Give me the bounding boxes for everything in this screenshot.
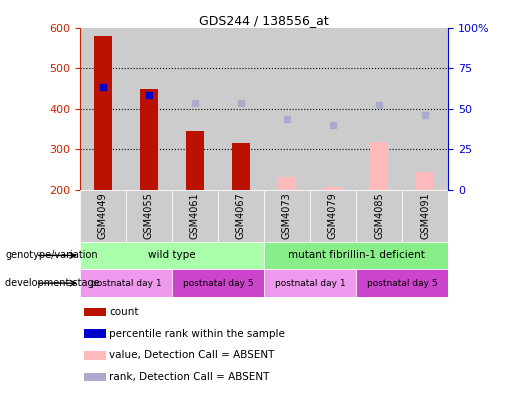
Bar bbox=[402, 28, 448, 190]
Text: GSM4049: GSM4049 bbox=[98, 192, 108, 239]
Bar bbox=[83, 329, 106, 338]
Bar bbox=[264, 190, 310, 242]
Text: postnatal day 1: postnatal day 1 bbox=[91, 279, 161, 287]
Bar bbox=[370, 142, 388, 190]
Text: development stage: development stage bbox=[5, 278, 100, 288]
Bar bbox=[83, 308, 106, 316]
Bar bbox=[310, 28, 356, 190]
Title: GDS244 / 138556_at: GDS244 / 138556_at bbox=[199, 13, 329, 27]
Bar bbox=[356, 190, 402, 242]
Bar bbox=[80, 269, 172, 297]
Text: GSM4067: GSM4067 bbox=[236, 192, 246, 239]
Text: postnatal day 5: postnatal day 5 bbox=[367, 279, 437, 287]
Text: GSM4073: GSM4073 bbox=[282, 192, 292, 239]
Bar bbox=[140, 89, 158, 190]
Text: percentile rank within the sample: percentile rank within the sample bbox=[109, 329, 285, 339]
Text: mutant fibrillin-1 deficient: mutant fibrillin-1 deficient bbox=[287, 250, 424, 261]
Bar bbox=[278, 177, 296, 190]
Bar bbox=[80, 190, 126, 242]
Bar bbox=[356, 269, 448, 297]
Bar bbox=[402, 190, 448, 242]
Bar bbox=[186, 131, 204, 190]
Bar bbox=[94, 36, 112, 190]
Bar bbox=[80, 28, 126, 190]
Text: GSM4085: GSM4085 bbox=[374, 192, 384, 239]
Text: wild type: wild type bbox=[148, 250, 196, 261]
Text: count: count bbox=[109, 307, 139, 317]
Bar bbox=[172, 190, 218, 242]
Bar bbox=[264, 242, 448, 269]
Text: GSM4061: GSM4061 bbox=[190, 192, 200, 239]
Bar bbox=[324, 187, 342, 190]
Text: genotype/variation: genotype/variation bbox=[5, 250, 98, 261]
Bar bbox=[310, 190, 356, 242]
Text: GSM4091: GSM4091 bbox=[420, 192, 430, 239]
Bar bbox=[264, 269, 356, 297]
Text: postnatal day 1: postnatal day 1 bbox=[274, 279, 345, 287]
Bar bbox=[83, 351, 106, 360]
Text: value, Detection Call = ABSENT: value, Detection Call = ABSENT bbox=[109, 350, 274, 360]
Bar bbox=[83, 373, 106, 381]
Bar bbox=[356, 28, 402, 190]
Bar bbox=[232, 143, 250, 190]
Text: postnatal day 5: postnatal day 5 bbox=[183, 279, 253, 287]
Text: GSM4079: GSM4079 bbox=[328, 192, 338, 239]
Bar bbox=[172, 28, 218, 190]
Bar bbox=[218, 190, 264, 242]
Bar bbox=[126, 190, 172, 242]
Bar bbox=[126, 28, 172, 190]
Bar bbox=[416, 172, 434, 190]
Bar bbox=[80, 242, 264, 269]
Bar bbox=[218, 28, 264, 190]
Bar bbox=[172, 269, 264, 297]
Text: GSM4055: GSM4055 bbox=[144, 192, 154, 239]
Bar bbox=[264, 28, 310, 190]
Text: rank, Detection Call = ABSENT: rank, Detection Call = ABSENT bbox=[109, 372, 270, 382]
